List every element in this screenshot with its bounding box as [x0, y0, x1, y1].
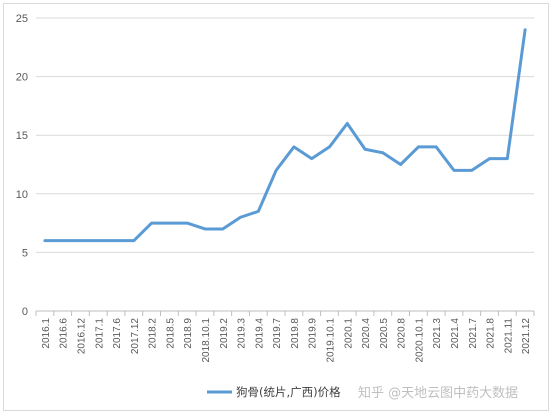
- series-line: [43, 28, 527, 243]
- y-tick-label: 20: [16, 72, 28, 84]
- y-tick-label: 0: [22, 306, 28, 318]
- legend: 狗骨(统片,广西)价格: [207, 385, 341, 399]
- x-tick-label: 2016.6: [59, 318, 70, 349]
- legend-label: 狗骨(统片,广西)价格: [236, 385, 341, 399]
- x-tick-label: 2019.8: [290, 318, 301, 349]
- y-axis-ticks: 0 5 10 15 20 25: [16, 13, 28, 318]
- x-tick-label: 2021.4: [450, 318, 461, 349]
- x-tick-label: 2020.4: [361, 318, 372, 349]
- x-tick-label: 2019.7: [272, 318, 283, 349]
- watermark: 知乎 @天地云图中药大数据: [358, 385, 518, 401]
- x-tick-label: 2017.1: [94, 318, 105, 349]
- y-tick-label: 10: [16, 189, 28, 201]
- y-tick-label: 15: [16, 130, 28, 142]
- x-tick-label: 2017.6: [112, 318, 123, 349]
- x-tick-label: 2019.2: [219, 318, 230, 349]
- chart-frame: [3, 3, 549, 411]
- x-tick-label: 2018.2: [148, 318, 159, 349]
- y-tick-label: 5: [22, 247, 28, 259]
- x-tick-label: 2018.5: [165, 318, 176, 349]
- x-tick-label: 2019.3: [237, 318, 248, 349]
- x-tick-label: 2020.5: [379, 318, 390, 349]
- x-tick-label: 2019.4: [254, 318, 265, 349]
- x-tick-label: 2019.10.1: [325, 318, 336, 363]
- x-tick-label: 2021.7: [468, 318, 479, 349]
- x-tick-label: 2021.3: [432, 318, 443, 349]
- x-tick-label: 2021.12: [521, 318, 532, 355]
- x-tick-label: 2020.10.1: [414, 318, 425, 363]
- x-tick-label: 2018.10.1: [201, 318, 212, 363]
- x-axis-ticks: 2016.1 2016.6 2016.12 2017.1 2017.6 2017.12 20…: [35, 311, 535, 363]
- y-tick-label: 25: [16, 13, 28, 25]
- x-tick-label: 2021.8: [486, 318, 497, 349]
- x-tick-label: 2016.12: [76, 318, 87, 355]
- x-tick-label: 2016.1: [41, 318, 52, 349]
- x-tick-label: 2017.12: [130, 318, 141, 355]
- x-tick-label: 2018.9: [183, 318, 194, 349]
- series-lines: [43, 28, 527, 243]
- x-tick-label: 2019.9: [308, 318, 319, 349]
- x-tick-label: 2020.1: [343, 318, 354, 349]
- x-tick-label: 2021.11: [503, 318, 514, 354]
- grid-lines: [36, 17, 534, 312]
- x-tick-label: 2020.8: [397, 318, 408, 349]
